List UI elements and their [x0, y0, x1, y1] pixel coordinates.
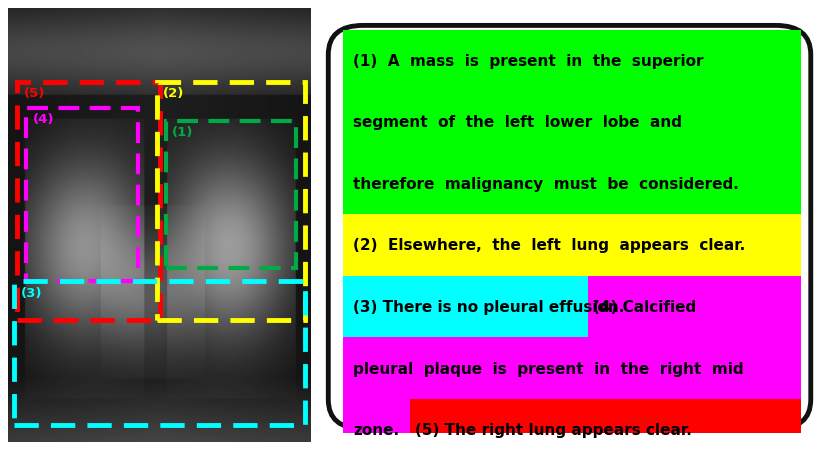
- Text: pleural  plaque  is  present  in  the  right  mid: pleural plaque is present in the right m…: [353, 361, 743, 376]
- Text: (2)  Elsewhere,  the  left  lung  appears  clear.: (2) Elsewhere, the left lung appears cle…: [353, 238, 744, 253]
- FancyBboxPatch shape: [587, 276, 800, 337]
- Bar: [166, 122, 296, 269]
- FancyBboxPatch shape: [343, 276, 587, 337]
- FancyBboxPatch shape: [343, 215, 800, 276]
- Text: (4): (4): [32, 113, 54, 126]
- Text: segment  of  the  left  lower  lobe  and: segment of the left lower lobe and: [353, 115, 681, 130]
- Bar: [17, 83, 159, 321]
- Text: (3): (3): [21, 286, 42, 299]
- Text: zone.: zone.: [353, 422, 399, 437]
- Text: (3) There is no pleural effusion.: (3) There is no pleural effusion.: [353, 299, 623, 314]
- Bar: [156, 83, 305, 321]
- Text: (4) Calcified: (4) Calcified: [592, 299, 696, 314]
- Text: (1): (1): [171, 126, 193, 139]
- Text: (5) The right lung appears clear.: (5) The right lung appears clear.: [414, 422, 691, 437]
- FancyBboxPatch shape: [343, 337, 800, 399]
- FancyBboxPatch shape: [328, 26, 810, 429]
- Bar: [26, 109, 138, 282]
- Text: therefore  malignancy  must  be  considered.: therefore malignancy must be considered.: [353, 176, 738, 192]
- Text: (2): (2): [162, 87, 184, 100]
- FancyBboxPatch shape: [343, 31, 800, 215]
- Text: (5): (5): [23, 87, 45, 100]
- Bar: [14, 282, 305, 425]
- FancyBboxPatch shape: [343, 399, 409, 451]
- Text: (1)  A  mass  is  present  in  the  superior: (1) A mass is present in the superior: [353, 54, 703, 69]
- FancyBboxPatch shape: [409, 399, 800, 451]
